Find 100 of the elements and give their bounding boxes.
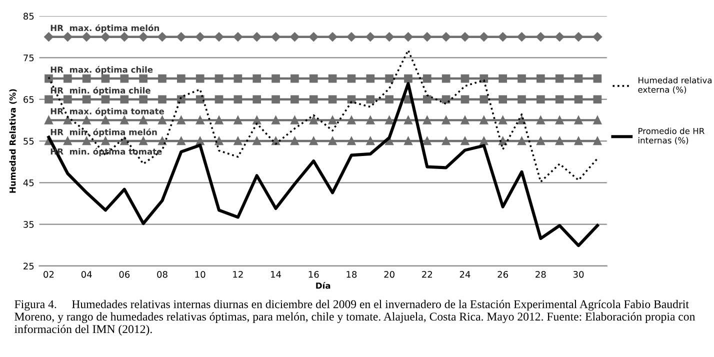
point <box>593 74 602 83</box>
point <box>574 74 583 83</box>
point <box>195 32 205 42</box>
point <box>290 32 300 42</box>
point <box>574 116 583 124</box>
point <box>574 95 583 104</box>
point <box>347 95 356 104</box>
point <box>592 32 602 42</box>
x-tick-label: 10 <box>195 270 206 278</box>
point <box>517 32 526 42</box>
point <box>422 95 432 104</box>
point <box>422 74 432 83</box>
x-tick-label: 02 <box>44 270 54 278</box>
point <box>480 136 488 146</box>
point <box>442 136 450 146</box>
point <box>554 32 564 42</box>
point <box>63 74 72 83</box>
point <box>536 32 546 42</box>
point <box>101 74 110 83</box>
point <box>252 32 262 42</box>
point <box>422 136 432 146</box>
point <box>479 32 489 42</box>
point <box>555 136 564 146</box>
y-tick-label: 25 <box>24 262 34 270</box>
text: Figura 4. Humedades relativas internas diurnas en diciembre del 2009 en el invernadero de la Estación Experimental Agrícola Fabio Baudrit Moreno, y rango de humedades relativas óptimas, para melón, chile y tomate. Alajuela, Costa Rica. Mayo 2012. Fuente: Elaboración propia con información del IMN (2012). <box>14 300 696 336</box>
x-tick-label: 28 <box>536 270 546 278</box>
point <box>574 136 583 146</box>
x-tick-label: 04 <box>81 270 92 278</box>
x-tick-label: 30 <box>573 270 584 278</box>
x-tick-label: 22 <box>422 270 432 278</box>
point <box>460 74 470 83</box>
point <box>404 32 413 42</box>
point <box>158 136 166 146</box>
point <box>442 74 450 83</box>
point <box>366 136 375 146</box>
point <box>290 74 299 83</box>
point <box>196 116 204 124</box>
point <box>518 136 526 146</box>
point <box>120 136 129 146</box>
point <box>271 32 280 42</box>
point <box>272 116 280 124</box>
point <box>139 95 148 104</box>
point <box>214 136 224 146</box>
point <box>328 74 337 83</box>
y-tick-label: 35 <box>24 221 34 228</box>
point <box>328 116 337 124</box>
point <box>536 116 545 124</box>
point <box>158 32 167 42</box>
point <box>422 32 432 42</box>
point <box>480 95 488 104</box>
point <box>252 136 262 146</box>
y-tick-label: 85 <box>24 12 34 20</box>
point <box>460 95 470 104</box>
x-axis-title: Día <box>316 282 330 289</box>
point <box>404 74 412 83</box>
point <box>101 136 110 146</box>
y-tick-label: 65 <box>24 96 34 103</box>
point <box>518 95 526 104</box>
point <box>196 136 204 146</box>
point <box>460 116 470 124</box>
point <box>138 32 148 42</box>
point <box>272 74 280 83</box>
point <box>139 116 148 124</box>
point <box>441 32 451 42</box>
point <box>366 116 375 124</box>
point <box>120 95 129 104</box>
point <box>536 136 545 146</box>
point <box>404 116 412 124</box>
point <box>139 74 148 83</box>
x-tick-label: 06 <box>119 270 130 278</box>
point <box>328 136 337 146</box>
point <box>460 32 470 42</box>
point <box>384 32 394 42</box>
legend-label: Promedio de HR internas (%) <box>638 128 704 144</box>
x-tick-label: 14 <box>271 271 282 278</box>
point <box>214 95 224 104</box>
point <box>309 95 318 104</box>
point <box>498 95 507 104</box>
point <box>518 74 526 83</box>
point <box>82 95 91 104</box>
point <box>442 95 450 104</box>
point <box>309 136 318 146</box>
point <box>366 95 375 104</box>
annotation: HR max. óptima melón <box>50 24 159 33</box>
point <box>120 32 130 42</box>
annotation: HR min. óptima melón <box>50 128 157 137</box>
point <box>233 32 243 42</box>
x-tick-label: 16 <box>308 270 319 278</box>
point <box>44 74 53 83</box>
point <box>385 95 394 104</box>
point <box>385 74 394 83</box>
annotation: HR max. óptima chile <box>50 66 153 74</box>
point <box>404 136 412 146</box>
point <box>214 32 224 42</box>
x-tick-label: 26 <box>498 270 508 278</box>
point <box>44 116 53 124</box>
point <box>290 136 299 146</box>
point <box>101 95 110 104</box>
point <box>234 136 242 146</box>
point <box>63 136 72 146</box>
